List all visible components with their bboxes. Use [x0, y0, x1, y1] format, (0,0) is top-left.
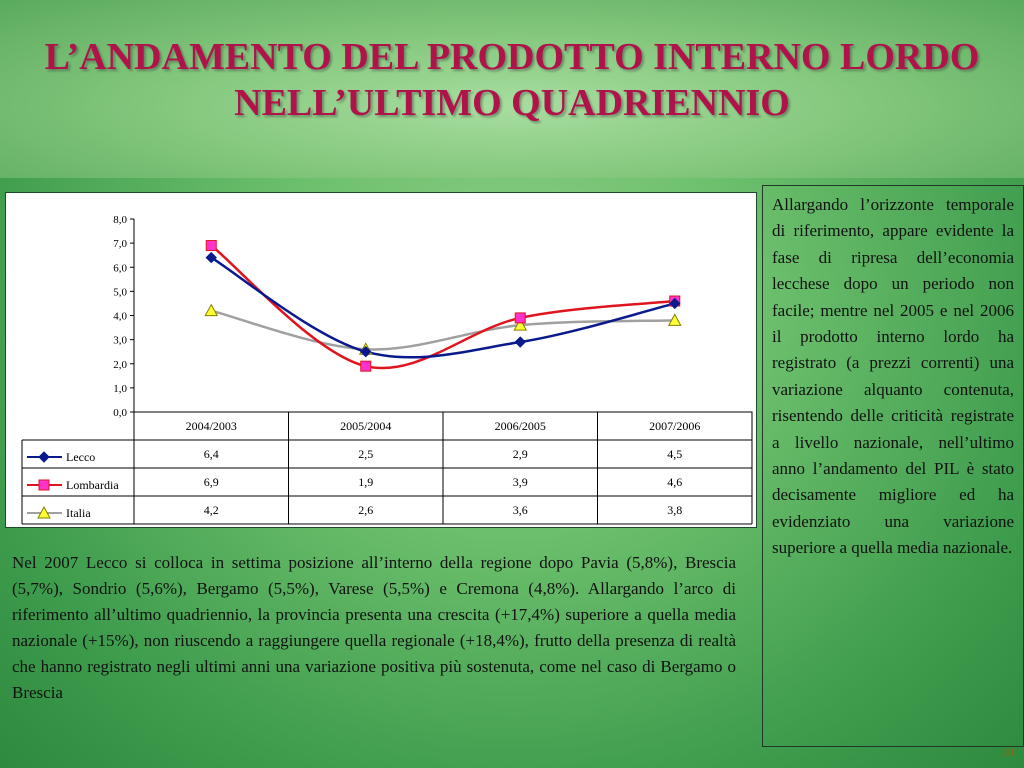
legend-marker-italia — [37, 505, 51, 519]
right-paragraph: Allargando l’orizzonte temporale di rife… — [772, 195, 1014, 558]
slide-title: L’ANDAMENTO DEL PRODOTTO INTERNO LORDO N… — [44, 36, 980, 124]
data-label: 6,4 — [204, 447, 219, 461]
data-label: 6,9 — [204, 475, 219, 489]
right-text-box: Allargando l’orizzonte temporale di rife… — [762, 185, 1024, 747]
data-label: 1,9 — [358, 475, 373, 489]
point-lecco — [360, 345, 372, 358]
series-line-italia — [210, 309, 675, 351]
y-tick-label: 1,0 — [113, 383, 127, 395]
category-label: 2006/2005 — [495, 419, 546, 433]
left-paragraph: Nel 2007 Lecco si colloca in settima pos… — [12, 553, 736, 702]
data-label: 4,5 — [667, 447, 682, 461]
y-tick-label: 6,0 — [113, 262, 127, 274]
pil-line-chart: 0,0 1,0 2,0 3,0 4,0 5,0 6,0 7,0 8,0 2004/2003 2005… — [21, 214, 753, 525]
y-tick-label: 2,0 — [113, 359, 127, 371]
data-label: 2,9 — [513, 447, 528, 461]
legend-label-lecco: Lecco — [66, 450, 95, 464]
y-tick-label: 0,0 — [113, 407, 127, 419]
point-lombardia — [360, 360, 372, 372]
data-label: 3,6 — [513, 503, 528, 517]
point-italia — [513, 318, 528, 331]
y-tick-label: 8,0 — [113, 214, 127, 226]
legend-marker-lecco — [38, 451, 50, 463]
point-lecco — [514, 336, 526, 348]
chart-container: 0,0 1,0 2,0 3,0 4,0 5,0 6,0 7,0 8,0 2004/2003 2005… — [5, 192, 757, 528]
series-line-lecco — [210, 256, 676, 359]
y-tick-label: 3,0 — [113, 335, 127, 347]
legend-label-italia: Italia — [66, 506, 91, 520]
point-italia — [667, 313, 682, 326]
page-number: 10 — [1002, 745, 1014, 759]
point-lecco — [205, 251, 217, 264]
category-label: 2007/2006 — [649, 419, 700, 433]
data-label: 4,6 — [667, 475, 682, 489]
y-tick-label: 5,0 — [113, 286, 127, 298]
point-lecco — [669, 297, 681, 310]
data-label: 4,2 — [204, 503, 219, 517]
header-band — [0, 0, 1024, 178]
point-lombardia — [205, 240, 217, 252]
y-tick-label: 4,0 — [113, 311, 127, 323]
data-label: 2,5 — [358, 447, 373, 461]
category-label: 2004/2003 — [186, 419, 237, 433]
point-italia — [204, 303, 219, 317]
y-tick-label: 7,0 — [113, 238, 127, 250]
data-label: 2,6 — [358, 503, 373, 517]
legend-marker-lombardia — [38, 479, 50, 491]
data-label: 3,9 — [513, 475, 528, 489]
legend-label-lombardia: Lombardia — [66, 478, 119, 492]
point-lombardia — [514, 312, 526, 324]
data-label: 3,8 — [667, 503, 682, 517]
category-label: 2005/2004 — [340, 419, 391, 433]
